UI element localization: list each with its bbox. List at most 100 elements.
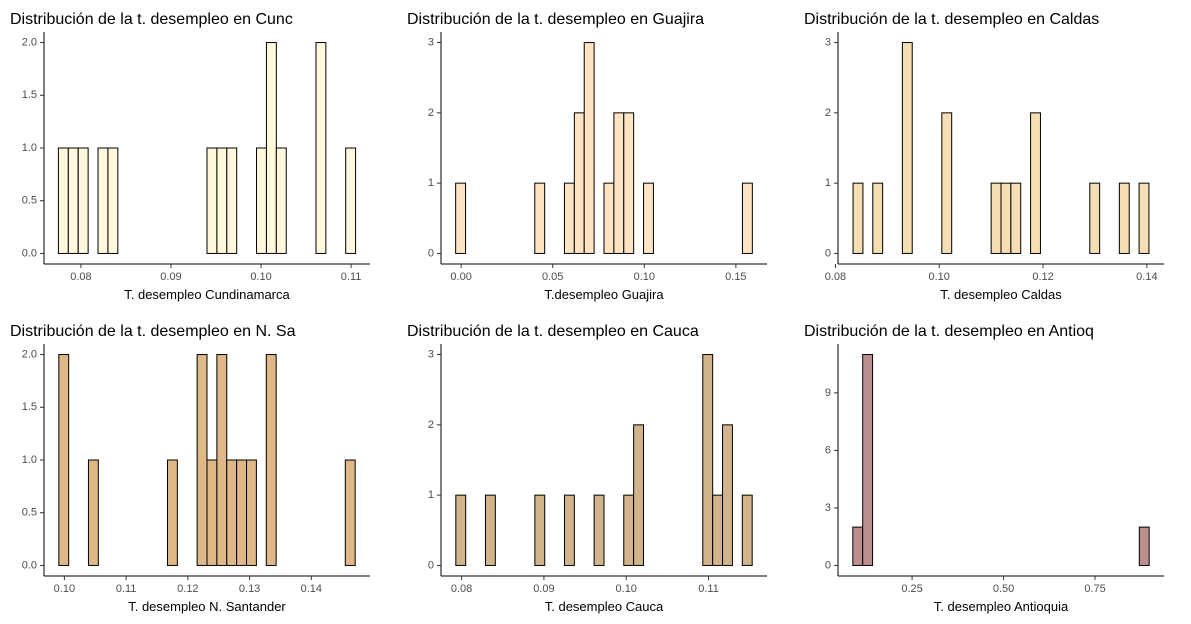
x-tick-label: 0.09 [160, 271, 181, 283]
y-tick-label: 1.0 [22, 142, 37, 154]
bar [484, 494, 496, 566]
y-tick-label: 1.5 [22, 89, 37, 101]
y-tick-label: 3 [825, 36, 831, 48]
y-tick-label: 2 [825, 107, 831, 119]
bar [58, 354, 70, 566]
bar [702, 354, 714, 566]
y-tick-label: 0.0 [22, 247, 37, 259]
bar [1010, 182, 1022, 254]
bar [1118, 182, 1130, 254]
bar [455, 182, 467, 254]
bar [573, 112, 585, 254]
bar [563, 494, 575, 566]
x-tick-label: 0.08 [451, 583, 472, 595]
bar [107, 147, 119, 254]
bar [206, 459, 218, 566]
bar [623, 112, 635, 254]
bar [1000, 182, 1012, 254]
chart-title: Distribución de la t. desempleo en Calda… [804, 11, 1099, 28]
y-tick-label: 1 [825, 177, 831, 189]
bar [216, 354, 228, 566]
bar [265, 42, 277, 254]
bar [941, 112, 953, 254]
x-tick-label: 0.12 [1032, 271, 1053, 283]
y-tick-label: 3 [428, 348, 434, 360]
y-tick-label: 3 [428, 36, 434, 48]
x-tick-label: 0.25 [901, 583, 922, 595]
bar [712, 494, 724, 566]
y-tick-label: 0 [428, 559, 434, 571]
x-tick-label: 0.14 [1136, 271, 1157, 283]
bar [534, 182, 546, 254]
y-tick-label: 2.0 [22, 348, 37, 360]
chart-title: Distribución de la t. desempleo en Antio… [804, 323, 1094, 340]
y-tick-label: 2.0 [22, 36, 37, 48]
bar [613, 112, 625, 254]
bar [633, 424, 645, 566]
bar [872, 182, 884, 254]
x-axis-label: T.desempleo Guajira [544, 287, 664, 302]
y-tick-label: 1 [428, 489, 434, 501]
bar [852, 182, 864, 254]
bar [57, 147, 69, 254]
y-tick-label: 0 [428, 247, 434, 259]
bar [206, 147, 218, 254]
y-tick-label: 3 [825, 502, 831, 514]
bar [315, 42, 327, 254]
y-tick-label: 2 [428, 107, 434, 119]
bar [603, 182, 615, 254]
x-tick-label: 0.11 [341, 271, 362, 283]
chart-title: Distribución de la t. desempleo en Cauca [407, 323, 699, 340]
x-tick-label: 0.10 [250, 271, 271, 283]
y-tick-label: 0.5 [22, 507, 37, 519]
x-tick-label: 0.75 [1084, 583, 1105, 595]
bar [593, 494, 605, 566]
x-axis-label: T. desempleo Cauca [545, 599, 664, 614]
x-tick-label: 0.00 [450, 271, 471, 283]
chart-title: Distribución de la t. desempleo en N. Sa [10, 323, 296, 340]
chart-title: Distribución de la t. desempleo en Guaji… [407, 11, 704, 28]
bar [1138, 526, 1150, 566]
x-tick-label: 0.13 [239, 583, 260, 595]
histogram-panel: Distribución de la t. desempleo en Cauca… [407, 323, 767, 614]
bar [623, 494, 635, 566]
x-tick-label: 0.15 [725, 271, 746, 283]
x-tick-label: 0.11 [116, 583, 137, 595]
bar [1089, 182, 1101, 254]
histogram-panel: Distribución de la t. desempleo en Guaji… [407, 11, 767, 302]
bar [722, 424, 733, 566]
y-tick-label: 1 [428, 177, 434, 189]
bar [643, 182, 654, 254]
x-tick-label: 0.10 [929, 271, 950, 283]
bar [87, 459, 99, 566]
x-axis-label: T. desempleo Cundinamarca [124, 287, 290, 302]
y-tick-label: 0 [825, 247, 831, 259]
bar [246, 459, 257, 566]
x-tick-label: 0.14 [301, 583, 322, 595]
x-tick-label: 0.08 [70, 271, 91, 283]
bar [196, 354, 208, 566]
bar [256, 147, 267, 254]
x-tick-label: 0.10 [634, 271, 655, 283]
bar [1138, 182, 1150, 254]
bar [226, 459, 238, 566]
y-tick-label: 0.5 [22, 195, 37, 207]
bar [1030, 112, 1041, 254]
x-axis-label: T. desempleo Caldas [940, 287, 1062, 302]
y-tick-label: 0 [825, 559, 831, 571]
histogram-panel: Distribución de la t. desempleo en Calda… [804, 11, 1164, 302]
bar [345, 147, 357, 254]
bar [563, 182, 575, 254]
bar [67, 147, 79, 254]
bar [216, 147, 228, 254]
bar [236, 459, 248, 566]
bar [862, 354, 874, 566]
histogram-panel: Distribución de la t. desempleo en Cunc T… [10, 11, 370, 302]
bar [901, 42, 913, 254]
bar [455, 494, 467, 566]
bar [166, 459, 178, 566]
y-tick-label: 1.0 [22, 454, 37, 466]
x-tick-label: 0.09 [533, 583, 554, 595]
y-tick-label: 1.5 [22, 401, 37, 413]
